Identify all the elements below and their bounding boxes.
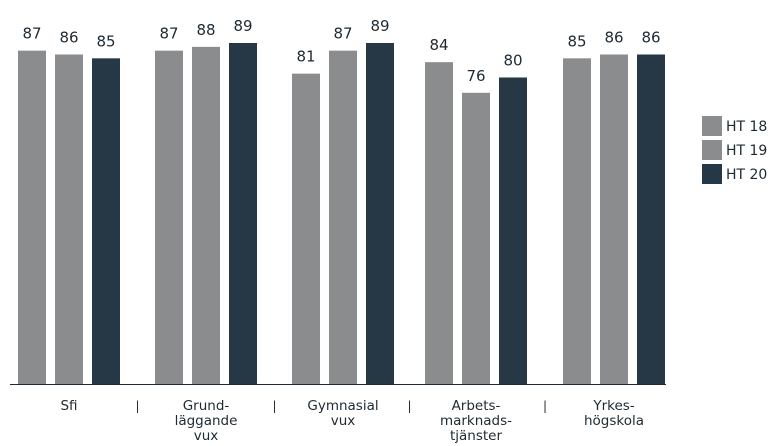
category-label: Gymnasial	[307, 398, 378, 414]
bar-ht-19-0	[55, 54, 83, 384]
value-label: 88	[196, 21, 215, 39]
bar-ht-20-3	[499, 77, 527, 384]
bar-ht-18-0	[18, 50, 46, 384]
category-label: marknads-	[440, 413, 512, 429]
legend-swatch-ht-19	[702, 140, 722, 160]
bar-ht-20-2	[366, 43, 394, 384]
category-separator: |	[135, 399, 139, 413]
bar-ht-18-2	[292, 73, 320, 385]
value-labels-layer: 87 86 85 87 88 89 81 87 89 84 76 80 85 86 86	[22, 17, 660, 85]
bar-ht-18-3	[425, 62, 453, 385]
category-separators-layer: | | | |	[135, 399, 547, 413]
bar-ht-20-1	[229, 43, 257, 384]
category-separator: |	[407, 399, 411, 413]
legend: HT 18 HT 19 HT 20	[702, 116, 767, 184]
legend-label: HT 20	[726, 167, 767, 183]
value-label: 87	[333, 25, 352, 43]
category-label: Yrkes-	[592, 398, 634, 414]
category-labels-layer: Sfi Grund-läggandevuxGymnasialvuxArbets-m…	[60, 398, 644, 444]
value-label: 85	[96, 32, 115, 50]
category-separator: |	[543, 399, 547, 413]
bar-ht-20-0	[92, 58, 120, 385]
value-label: 87	[159, 25, 178, 43]
value-label: 76	[466, 67, 485, 85]
bar-ht-19-2	[329, 50, 357, 384]
category-label: Arbets-	[452, 398, 501, 414]
value-label: 81	[296, 48, 315, 66]
bar-ht-18-1	[155, 50, 183, 384]
legend-swatch-ht-20	[702, 164, 722, 184]
category-label: vux	[331, 413, 356, 429]
bars-layer	[18, 43, 665, 385]
category-label: högskola	[584, 413, 644, 429]
value-label: 86	[59, 28, 78, 46]
category-separator: |	[272, 399, 276, 413]
bar-ht-19-1	[192, 46, 220, 385]
bar-ht-19-3	[462, 92, 490, 384]
bar-ht-20-4	[637, 54, 665, 384]
value-label: 86	[641, 28, 660, 46]
value-label: 80	[503, 51, 522, 69]
legend-label: HT 19	[726, 143, 767, 159]
category-label: Sfi	[60, 398, 77, 414]
value-label: 89	[233, 17, 252, 35]
value-label: 85	[567, 32, 586, 50]
category-label: tjänster	[450, 428, 503, 444]
category-label: Grund-	[183, 398, 230, 414]
value-label: 86	[604, 28, 623, 46]
category-label: vux	[194, 428, 219, 444]
value-label: 89	[370, 17, 389, 35]
bar-ht-18-4	[563, 58, 591, 385]
bar-ht-19-4	[600, 54, 628, 384]
value-label: 84	[429, 36, 448, 54]
legend-swatch-ht-18	[702, 116, 722, 136]
category-label: läggande	[175, 413, 238, 429]
legend-label: HT 18	[726, 119, 767, 135]
value-label: 87	[22, 25, 41, 43]
